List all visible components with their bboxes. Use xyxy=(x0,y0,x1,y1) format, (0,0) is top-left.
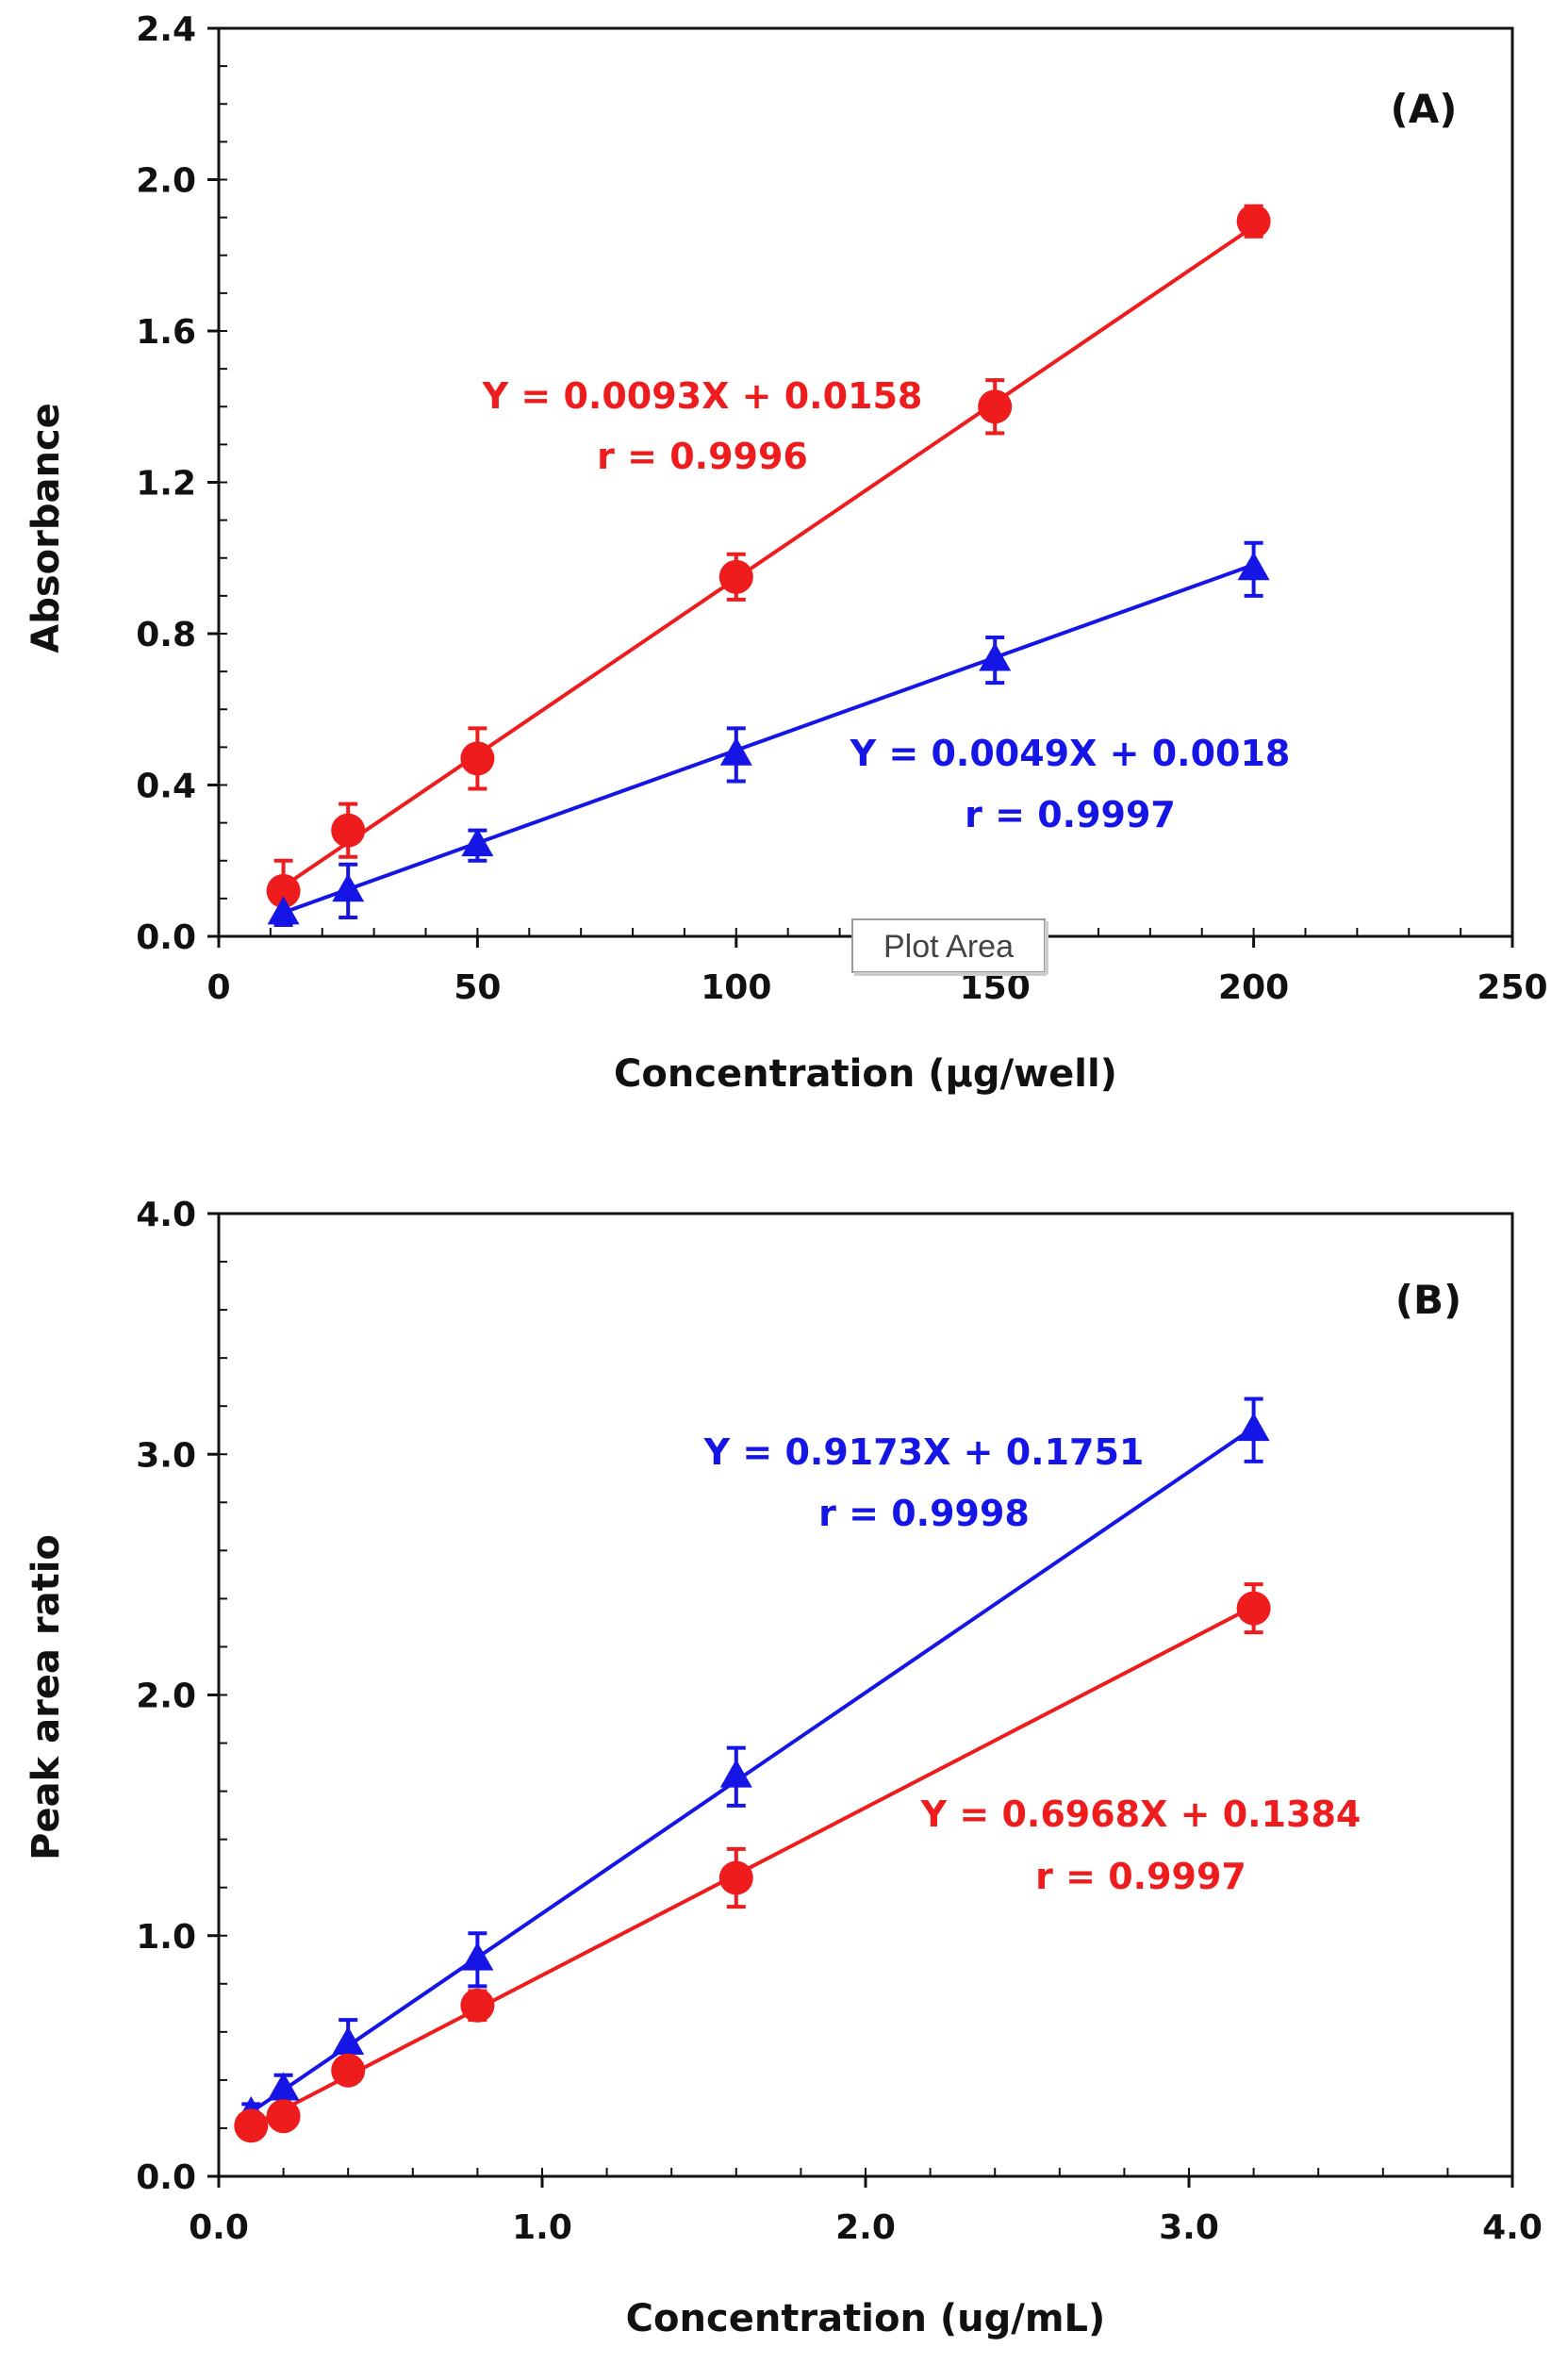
panel-a-blue-fit-line xyxy=(282,563,1255,915)
panel-a-y-tick-label: 0.8 xyxy=(136,616,196,654)
panel-a-y-tick-label: 0.4 xyxy=(136,768,196,806)
panel-b-y-tick-label: 2.0 xyxy=(136,1678,196,1716)
panel-a-x-tick-label: 200 xyxy=(1218,968,1289,1007)
panel-a-y-tick-label: 0.0 xyxy=(136,918,196,957)
plot-area-tooltip-text: Plot Area xyxy=(883,929,1014,965)
panel-b-x-tick-label: 1.0 xyxy=(512,2208,572,2247)
panel-b-markers xyxy=(234,1413,1271,2143)
panel-b-fit-lines xyxy=(250,1426,1255,2128)
panel-b-blue-point xyxy=(719,1759,752,1788)
panel-a-blue-point xyxy=(1237,552,1270,581)
panel-b-chart: 0.0 1.0 2.0 3.0 4.0 0.0 1.0 2.0 3.0 4.0 (B) Y = 0… xyxy=(25,1196,1543,2340)
panel-b-y-tick-label: 4.0 xyxy=(136,1196,196,1234)
panel-b-red-point xyxy=(266,2099,301,2134)
panel-b-blue-point xyxy=(267,2072,300,2101)
panel-a-red-point xyxy=(978,389,1013,424)
panel-b-red-point xyxy=(718,1860,753,1895)
panel-b-y-tick-label: 1.0 xyxy=(136,1918,196,1957)
panel-b-x-axis-title: Concentration (ug/mL) xyxy=(626,2297,1106,2340)
panel-b-plot-frame[interactable] xyxy=(217,1212,1514,2178)
panel-b-blue-r: r = 0.9998 xyxy=(818,1493,1030,1534)
panel-b-label: (B) xyxy=(1395,1277,1461,1323)
panel-a-red-point xyxy=(266,873,301,908)
panel-a-red-point xyxy=(331,813,366,848)
plot-area-tooltip: Plot Area xyxy=(851,918,1048,976)
panel-a-y-tick-label: 2.4 xyxy=(136,10,196,49)
panel-a-x-tick-label: 250 xyxy=(1477,968,1547,1007)
panel-b-blue-point xyxy=(332,2026,365,2056)
panel-a-blue-point xyxy=(979,642,1012,671)
panel-b-blue-point xyxy=(461,1942,494,1971)
panel-a-red-equation: Y = 0.0093X + 0.0158 xyxy=(482,375,923,417)
panel-b-red-point xyxy=(331,2053,366,2088)
panel-b-x-tick-label: 4.0 xyxy=(1482,2208,1543,2247)
panel-a-x-tick-label: 0 xyxy=(206,968,230,1007)
panel-b-red-point xyxy=(1236,1591,1271,1626)
panel-a-x-tick-label: 50 xyxy=(454,968,501,1007)
panel-a-y-tick-label: 2.0 xyxy=(136,162,196,201)
panel-b-blue-fit-line xyxy=(250,1426,1255,2114)
panel-a-fit-lines xyxy=(282,224,1255,915)
panel-a-label: (A) xyxy=(1391,86,1458,132)
panel-a-y-axis-title: Absorbance xyxy=(25,403,68,653)
panel-a-y-tick-label: 1.2 xyxy=(136,465,196,504)
panel-b-red-equation: Y = 0.6968X + 0.1384 xyxy=(920,1793,1362,1835)
panel-a-blue-r: r = 0.9997 xyxy=(965,794,1176,835)
panel-a-red-fit-line xyxy=(282,224,1255,888)
panel-b-red-fit-line xyxy=(250,1604,1255,2128)
panel-a-red-point xyxy=(460,741,495,776)
panel-a-red-r: r = 0.9996 xyxy=(597,436,808,477)
panel-b-y-axis-title: Peak area ratio xyxy=(25,1534,68,1860)
panel-a-blue-point xyxy=(719,736,752,766)
panel-a-x-axis-title: Concentration (µg/well) xyxy=(614,1052,1117,1096)
panel-a-red-point xyxy=(718,559,753,594)
panel-a-blue-point xyxy=(267,896,300,925)
panel-b-x-tick-label: 2.0 xyxy=(835,2208,896,2247)
panel-a-blue-equation: Y = 0.0049X + 0.0018 xyxy=(850,733,1291,774)
panel-a-blue-point xyxy=(461,828,494,857)
panel-b-error-bars xyxy=(241,1397,1263,2136)
panel-b-y-tick-label: 3.0 xyxy=(136,1436,196,1475)
panel-b-x-tick-label: 3.0 xyxy=(1159,2208,1219,2247)
panel-a-x-tick-label: 100 xyxy=(701,968,771,1007)
panel-b-blue-point xyxy=(1237,1413,1270,1442)
panel-b-blue-equation: Y = 0.9173X + 0.1751 xyxy=(703,1431,1145,1473)
panel-b-red-r: r = 0.9997 xyxy=(1035,1856,1246,1897)
panel-a-markers xyxy=(266,204,1271,925)
panel-b-y-tick-label: 0.0 xyxy=(136,2158,196,2197)
panel-b-red-point xyxy=(460,1988,495,2023)
panel-a-red-point xyxy=(1236,204,1271,239)
panel-a-blue-point xyxy=(332,873,365,902)
panel-b-x-tick-label: 0.0 xyxy=(189,2208,249,2247)
panel-b-red-point xyxy=(234,2108,269,2143)
panel-a-y-tick-label: 1.6 xyxy=(136,313,196,352)
panel-b-ticks: 0.0 1.0 2.0 3.0 4.0 0.0 1.0 2.0 3.0 4.0 xyxy=(136,1196,1543,2247)
